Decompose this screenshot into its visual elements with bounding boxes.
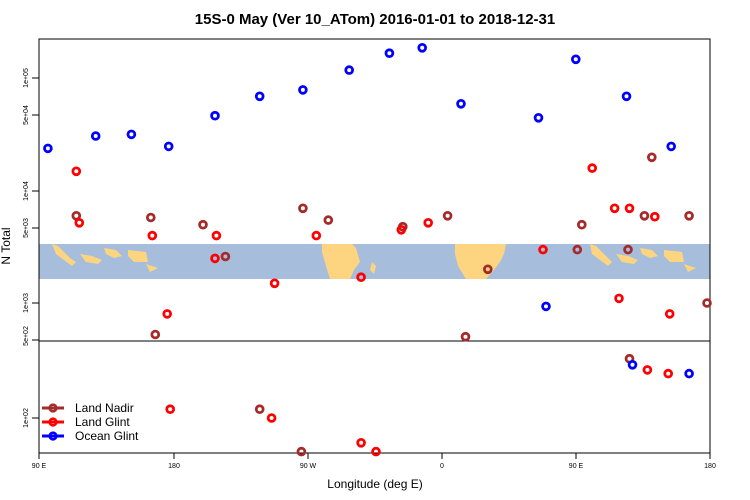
upper-point-ocean-glint <box>384 48 395 58</box>
upper-point-ocean-glint <box>43 143 53 154</box>
upper-point-land-nadir <box>576 219 587 230</box>
upper-point-ocean-glint <box>126 129 137 140</box>
upper-point-land-nadir <box>298 203 308 214</box>
upper-point-land-glint <box>614 293 624 304</box>
x-tick-label: 180 <box>168 463 180 470</box>
upper-point-land-nadir <box>220 251 231 262</box>
chart-title: 15S-0 May (Ver 10_ATom) 2016-01-01 to 20… <box>195 11 555 28</box>
upper-point-land-nadir <box>639 211 650 221</box>
upper-point-land-nadir <box>623 244 633 255</box>
x-tick-label: 90 E <box>32 463 47 470</box>
data-points <box>43 42 712 457</box>
legend-item-land-nadir: Land Nadir <box>42 401 134 415</box>
upper-point-land-glint <box>74 218 85 228</box>
upper-point-land-glint <box>649 211 660 222</box>
legend-item-ocean-glint: Ocean Glint <box>42 429 139 443</box>
lower-point-ocean-glint <box>541 301 551 312</box>
lower-point-land-nadir <box>254 404 265 415</box>
upper-point-land-glint <box>423 218 434 228</box>
upper-point-land-glint <box>624 203 635 214</box>
upper-point-land-nadir <box>460 331 471 342</box>
upper-y-tick-label: 5e+02 <box>23 326 30 346</box>
legend-label: Land Nadir <box>75 401 134 415</box>
upper-y-tick-label: 5e+03 <box>23 218 30 238</box>
legend-item-land-glint: Land Glint <box>42 415 130 429</box>
upper-point-ocean-glint <box>621 91 632 102</box>
upper-point-land-nadir <box>198 219 208 230</box>
x-tick-label: 0 <box>440 463 444 470</box>
upper-point-land-nadir <box>646 152 657 163</box>
upper-y-tick-label: 1e+04 <box>23 181 30 201</box>
upper-point-ocean-glint <box>210 110 220 121</box>
upper-y-tick-label: 1e+05 <box>23 68 30 88</box>
upper-point-ocean-glint <box>456 99 466 109</box>
lower-point-land-glint <box>356 437 366 448</box>
upper-point-ocean-glint <box>90 131 101 141</box>
upper-point-land-glint <box>356 272 366 283</box>
lower-y-axis: 1e+02 <box>23 339 39 428</box>
lower-plot-frame <box>38 340 711 454</box>
upper-point-land-glint <box>147 230 158 241</box>
x-axis: 90 E 180 90 W 0 90 E 180 <box>32 453 716 470</box>
lower-point-land-glint <box>642 365 653 375</box>
x-axis-label: Longitude (deg E) <box>327 477 422 491</box>
y-axis-label: N Total <box>0 227 13 264</box>
upper-point-ocean-glint <box>344 65 355 75</box>
upper-y-axis: 1e+05 5e+04 1e+04 5e+03 1e+03 5e+02 <box>23 68 39 346</box>
lower-point-ocean-glint <box>627 359 638 370</box>
upper-point-land-glint <box>538 244 548 255</box>
upper-point-ocean-glint <box>533 113 544 123</box>
upper-point-land-glint <box>311 230 322 241</box>
world-map-band <box>39 244 710 279</box>
upper-point-land-glint <box>587 163 597 173</box>
upper-y-tick-label: 1e+03 <box>23 293 30 313</box>
upper-point-land-glint <box>609 203 620 214</box>
upper-point-land-glint <box>162 309 173 319</box>
upper-point-land-nadir <box>146 212 156 223</box>
legend-label: Ocean Glint <box>75 429 139 443</box>
upper-point-land-glint <box>210 253 220 264</box>
upper-point-ocean-glint <box>570 54 581 65</box>
upper-point-land-glint <box>71 166 82 177</box>
upper-point-land-glint <box>211 230 222 241</box>
upper-point-land-glint <box>396 225 407 235</box>
upper-point-land-nadir <box>482 264 493 275</box>
lower-point-ocean-glint <box>684 368 694 379</box>
upper-point-land-nadir <box>323 215 334 225</box>
upper-point-land-nadir <box>442 211 453 221</box>
lower-point-land-glint <box>266 413 277 423</box>
lower-point-land-nadir <box>296 446 307 457</box>
x-tick-label: 180 <box>704 463 716 470</box>
upper-point-land-nadir <box>572 244 583 255</box>
x-tick-label: 90 W <box>300 463 317 470</box>
lower-point-land-glint <box>663 368 673 379</box>
upper-point-ocean-glint <box>417 42 428 53</box>
upper-point-land-nadir <box>684 211 694 221</box>
upper-point-land-glint <box>664 309 675 319</box>
x-tick-label: 90 E <box>569 463 584 470</box>
upper-point-land-glint <box>269 278 280 289</box>
legend: Land Nadir Land Glint Ocean Glint <box>42 401 139 443</box>
upper-point-land-nadir <box>702 298 712 308</box>
lower-point-land-glint <box>371 446 381 457</box>
lower-point-land-nadir <box>150 329 161 340</box>
upper-point-ocean-glint <box>163 141 174 152</box>
lower-point-land-glint <box>165 404 176 415</box>
lower-y-tick-label: 1e+02 <box>23 408 30 428</box>
upper-y-tick-label: 5e+04 <box>23 105 30 125</box>
upper-point-ocean-glint <box>298 85 308 95</box>
upper-point-ocean-glint <box>666 141 676 152</box>
upper-point-ocean-glint <box>254 91 265 102</box>
legend-label: Land Glint <box>75 415 130 429</box>
upper-plot-frame <box>38 38 711 342</box>
